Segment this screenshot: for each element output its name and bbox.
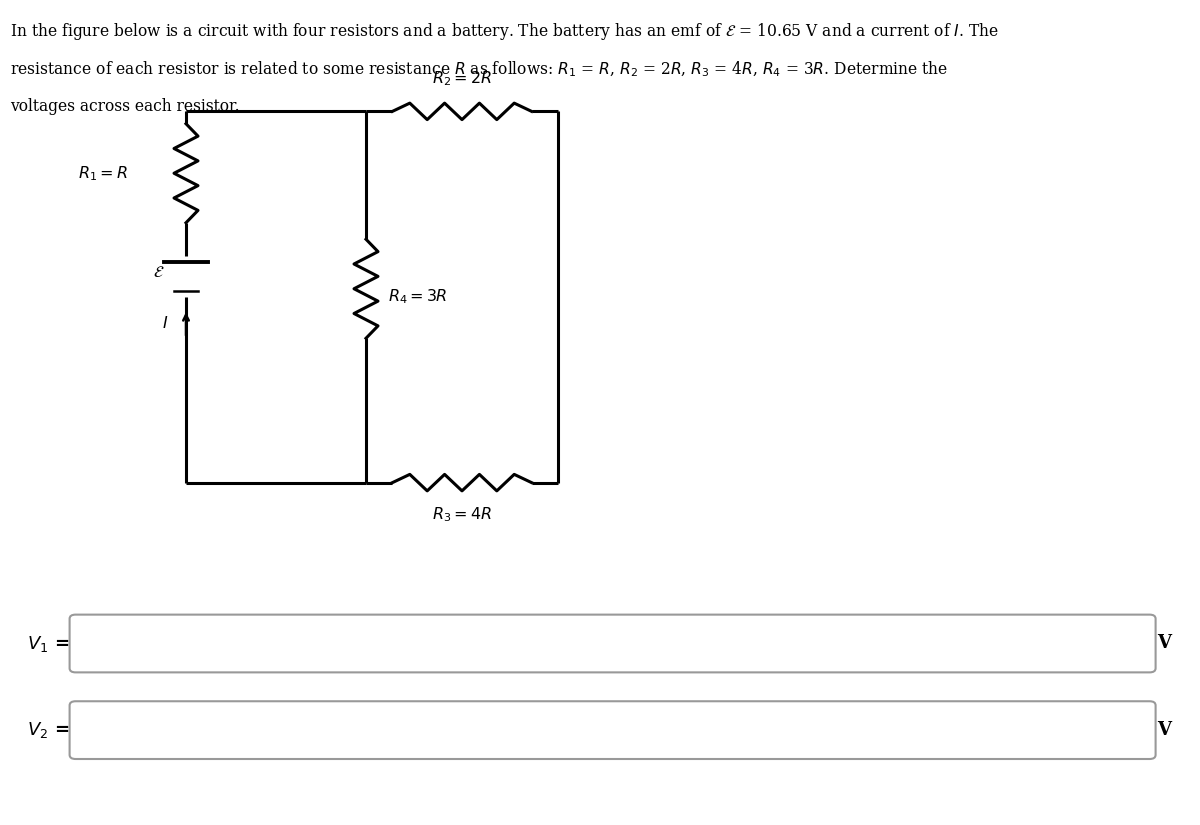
Text: $V_1$ =: $V_1$ = bbox=[28, 634, 70, 653]
Text: $R_1 = R$: $R_1 = R$ bbox=[78, 164, 128, 182]
Text: In the figure below is a circuit with four resistors and a battery. The battery : In the figure below is a circuit with fo… bbox=[10, 21, 998, 41]
Text: $\mathcal{E}$: $\mathcal{E}$ bbox=[152, 264, 164, 280]
Text: $I$: $I$ bbox=[162, 315, 168, 332]
Text: $R_3 = 4R$: $R_3 = 4R$ bbox=[432, 506, 492, 525]
Text: $R_4 = 3R$: $R_4 = 3R$ bbox=[388, 288, 448, 306]
Text: $R_2 = 2R$: $R_2 = 2R$ bbox=[432, 69, 492, 88]
Text: V: V bbox=[1157, 634, 1171, 653]
Text: $V_2$ =: $V_2$ = bbox=[28, 720, 70, 740]
Text: resistance of each resistor is related to some resistance $R$ as follows: $R_1$ : resistance of each resistor is related t… bbox=[10, 59, 948, 79]
FancyBboxPatch shape bbox=[70, 701, 1156, 759]
FancyBboxPatch shape bbox=[70, 615, 1156, 672]
Text: V: V bbox=[1157, 721, 1171, 739]
Text: voltages across each resistor.: voltages across each resistor. bbox=[10, 98, 239, 116]
